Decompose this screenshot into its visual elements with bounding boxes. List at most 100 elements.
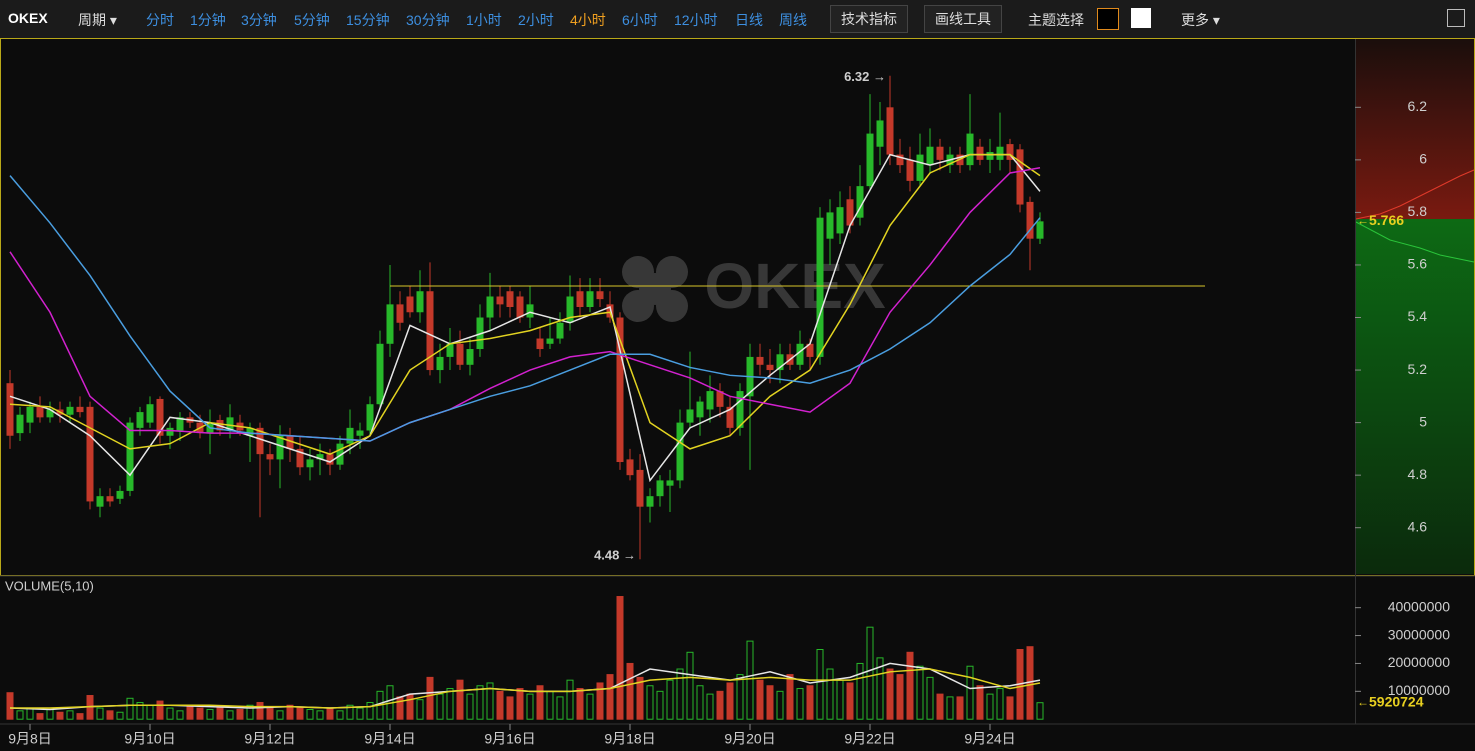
candle-body xyxy=(276,435,284,460)
x-tick-label: 9月14日 xyxy=(364,731,415,747)
candle-body xyxy=(1016,149,1024,205)
candle-body xyxy=(286,435,294,449)
depth-bid-line xyxy=(1355,221,1475,263)
volume-bar xyxy=(336,710,344,720)
volume-bar xyxy=(276,710,284,720)
candle-body xyxy=(126,422,134,491)
brand: OKEX xyxy=(8,10,48,26)
candle-body xyxy=(526,304,534,318)
volume-bar xyxy=(786,674,794,720)
fullscreen[interactable] xyxy=(1447,9,1465,27)
volume-bar xyxy=(616,596,624,720)
volume-bar xyxy=(416,699,424,720)
volume-bar xyxy=(686,651,694,720)
volume-bar xyxy=(556,696,564,720)
candle-body xyxy=(346,427,354,444)
volume-bar xyxy=(946,696,954,720)
volume-bar xyxy=(906,651,914,720)
volume-bar xyxy=(596,682,604,720)
candle-body xyxy=(836,207,844,234)
volume-bar xyxy=(826,668,834,720)
volume-bar xyxy=(1036,702,1044,720)
candle-body xyxy=(116,490,124,499)
candle-body xyxy=(626,459,634,476)
interval[interactable]: 5分钟 xyxy=(294,12,330,28)
candle-body xyxy=(776,354,784,371)
volume-bar xyxy=(396,696,404,720)
x-tick-label: 9月20日 xyxy=(724,731,775,747)
last-volume-arrow: ← xyxy=(1357,695,1369,709)
volume-bar xyxy=(216,706,224,720)
interval[interactable]: 2小时 xyxy=(518,12,554,28)
button[interactable]: 技术指标 xyxy=(830,5,908,33)
volume-bar xyxy=(206,708,214,720)
y-tick-label: 4.6 xyxy=(1408,518,1428,534)
candle-body xyxy=(646,496,654,507)
volume-bar xyxy=(576,688,584,720)
volume-bar xyxy=(286,704,294,720)
volume-bar xyxy=(226,710,234,720)
interval[interactable]: 日线 xyxy=(735,12,763,28)
interval[interactable]: 1小时 xyxy=(466,12,502,28)
volume-bar xyxy=(456,679,464,720)
volume-bar xyxy=(666,679,674,720)
theme-dark[interactable] xyxy=(1097,8,1119,30)
candle-body xyxy=(556,322,564,339)
last-volume: 5920724 xyxy=(1369,693,1424,709)
candle-body xyxy=(866,133,874,187)
ma-line xyxy=(9,167,1041,442)
candle-body xyxy=(586,291,594,307)
volume-bar xyxy=(476,685,484,720)
candle-body xyxy=(96,496,104,507)
y-tick-label: 5.4 xyxy=(1408,308,1428,324)
volume-bar xyxy=(626,662,634,720)
x-tick-label: 9月22日 xyxy=(844,731,895,747)
interval[interactable]: 周线 xyxy=(779,12,807,28)
interval[interactable]: 3分钟 xyxy=(241,12,277,28)
interval[interactable]: 6小时 xyxy=(622,12,658,28)
candle-body xyxy=(36,406,44,418)
candle-body xyxy=(46,409,54,418)
volume-bar xyxy=(196,707,204,720)
interval[interactable]: 4小时 xyxy=(570,12,606,28)
candle-body xyxy=(686,409,694,423)
volume-bar xyxy=(676,668,684,720)
volume-bar xyxy=(536,685,544,720)
interval[interactable]: 1分钟 xyxy=(190,12,226,28)
candle-body xyxy=(1006,144,1014,160)
candle-body xyxy=(416,291,424,313)
volume-bar xyxy=(796,688,804,720)
theme-light[interactable] xyxy=(1131,8,1151,28)
period-menu[interactable]: 周期 ▾ xyxy=(78,12,117,28)
more-menu[interactable]: 更多 ▾ xyxy=(1181,12,1220,28)
y-tick-label: 4.8 xyxy=(1408,466,1428,482)
candle-body xyxy=(466,349,474,365)
volume-bar xyxy=(696,685,704,720)
volume-bar xyxy=(406,693,414,720)
candle-body xyxy=(456,343,464,365)
interval[interactable]: 12小时 xyxy=(674,12,718,28)
volume-bar xyxy=(66,710,74,720)
candle-body xyxy=(666,480,674,486)
watermark-logo xyxy=(622,256,688,322)
interval[interactable]: 30分钟 xyxy=(406,12,450,28)
x-tick-label: 9月16日 xyxy=(484,731,535,747)
volume-bar xyxy=(176,710,184,720)
candle-body xyxy=(596,291,604,300)
volume-bar xyxy=(136,701,144,720)
x-tick-label: 9月12日 xyxy=(244,731,295,747)
candle-body xyxy=(446,343,454,357)
volume-bar xyxy=(366,701,374,720)
volume-bar xyxy=(56,711,64,720)
button[interactable]: 画线工具 xyxy=(924,5,1002,33)
y-tick-label: 5.2 xyxy=(1408,361,1428,377)
candle-body xyxy=(66,406,74,415)
candle-body xyxy=(496,296,504,305)
candle-body xyxy=(26,406,34,423)
interval[interactable]: 分时 xyxy=(146,12,174,28)
depth-ask xyxy=(1356,39,1474,219)
y-tick-label: 20000000 xyxy=(1388,654,1451,670)
interval[interactable]: 15分钟 xyxy=(346,12,390,28)
candle-body xyxy=(1036,221,1044,239)
